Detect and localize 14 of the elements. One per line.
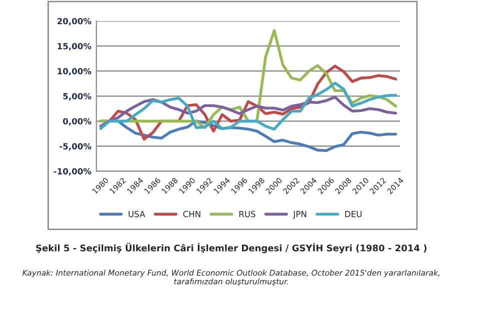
- y-tick-label: 15,00%: [58, 43, 92, 50]
- legend-label: DEU: [345, 211, 362, 218]
- y-tick-label: 5,00%: [63, 93, 92, 100]
- legend-label: CHN: [183, 210, 200, 218]
- y-tick-label: -5,00%: [60, 143, 92, 151]
- y-tick-label: -10,00%: [54, 168, 92, 176]
- text: Şekil 5 - Seçilmiş Ülkelerin Câri İşlemler Dengesi / GSYİH Seyri (1980 - 2014 ): [36, 242, 426, 254]
- legend-label: RUS: [239, 210, 256, 218]
- legend-label: JPN: [292, 211, 306, 219]
- y-tick-label: 10,00%: [58, 68, 92, 76]
- y-tick-label: 0,00%: [63, 118, 92, 126]
- y-tick-label: 20,00%: [57, 18, 92, 26]
- legend-label: USA: [128, 210, 146, 218]
- line-series: [99, 82, 398, 131]
